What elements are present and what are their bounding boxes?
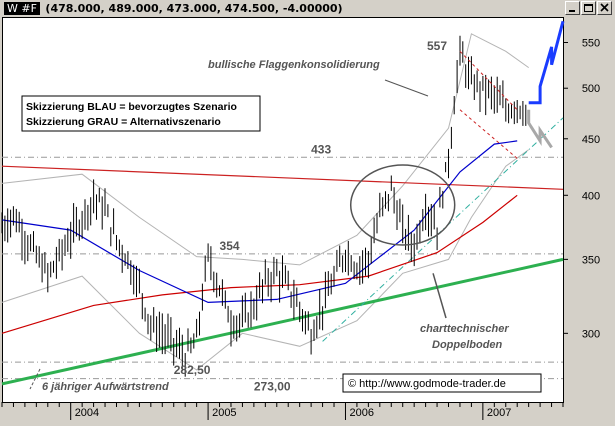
legend-blue-label: Skizzierung BLAU = bevorzugtes Szenario xyxy=(26,101,237,113)
flag-annotation: bullische Flaggenkonsolidierung xyxy=(208,59,380,71)
plot-area xyxy=(2,17,563,402)
x-tick-label-3: 2007 xyxy=(487,407,511,419)
x-tick-label-2: 2006 xyxy=(349,407,373,419)
double-bottom-circle xyxy=(349,164,456,246)
level-label-0: 433 xyxy=(311,142,331,156)
y-tick-label-4: 500 xyxy=(582,83,600,95)
flag-upper-line xyxy=(459,50,518,111)
level-label-2: 282,50 xyxy=(174,363,211,377)
plot-border xyxy=(2,17,564,403)
price-bars xyxy=(1,35,527,377)
time-axis-ticks xyxy=(1,402,564,420)
flag-pointer xyxy=(384,79,429,97)
legend-box xyxy=(21,95,261,132)
resistance-line xyxy=(1,165,564,190)
copyright-box xyxy=(342,373,542,393)
double-bottom-label-1: charttechnischer xyxy=(420,323,509,335)
y-tick-label-2: 400 xyxy=(582,190,600,202)
trend-annotation: 6 jähriger Aufwärtstrend xyxy=(42,381,169,393)
close-icon[interactable] xyxy=(597,1,612,15)
x-tick-label-0: 2004 xyxy=(75,407,99,419)
trendline-6y xyxy=(1,257,564,386)
double-bottom-pointer xyxy=(432,273,447,319)
maximize-icon[interactable] xyxy=(581,1,596,15)
scenario-blue-line xyxy=(528,20,565,105)
copyright-label: © http://www.godmode-trader.de xyxy=(348,378,506,390)
y-tick-label-5: 550 xyxy=(582,37,600,49)
price-axis-panel xyxy=(563,17,615,424)
double-bottom-label-2: Doppelboden xyxy=(432,339,503,351)
symbol-label: W #F xyxy=(4,2,40,15)
bollinger-upper-line xyxy=(1,33,529,266)
minimize-icon[interactable] xyxy=(565,1,580,15)
bollinger-lower-line xyxy=(1,149,529,371)
peak-label: 557 xyxy=(427,39,447,53)
ohlc-readout: (478.000, 489.000, 473.000, 474.500, -4.… xyxy=(45,2,343,15)
moving-average-long-line xyxy=(1,194,518,334)
legend-gray-label: Skizzierung GRAU = Alternativszenario xyxy=(26,116,221,128)
y-tick-label-3: 450 xyxy=(582,134,600,146)
trend-pointer xyxy=(29,368,41,390)
scenario-gray-line xyxy=(527,109,553,149)
moving-average-line xyxy=(1,140,518,304)
title-bar: W #F (478.000, 489.000, 473.000, 474.500… xyxy=(4,2,343,15)
flag-lower-line xyxy=(459,109,518,159)
x-tick-label-1: 2005 xyxy=(212,407,236,419)
trendline-2005 xyxy=(322,117,564,342)
level-label-3: 273,00 xyxy=(254,380,291,394)
y-tick-label-1: 350 xyxy=(582,254,600,266)
level-label-1: 354 xyxy=(220,239,240,253)
y-tick-label-0: 300 xyxy=(582,328,600,340)
